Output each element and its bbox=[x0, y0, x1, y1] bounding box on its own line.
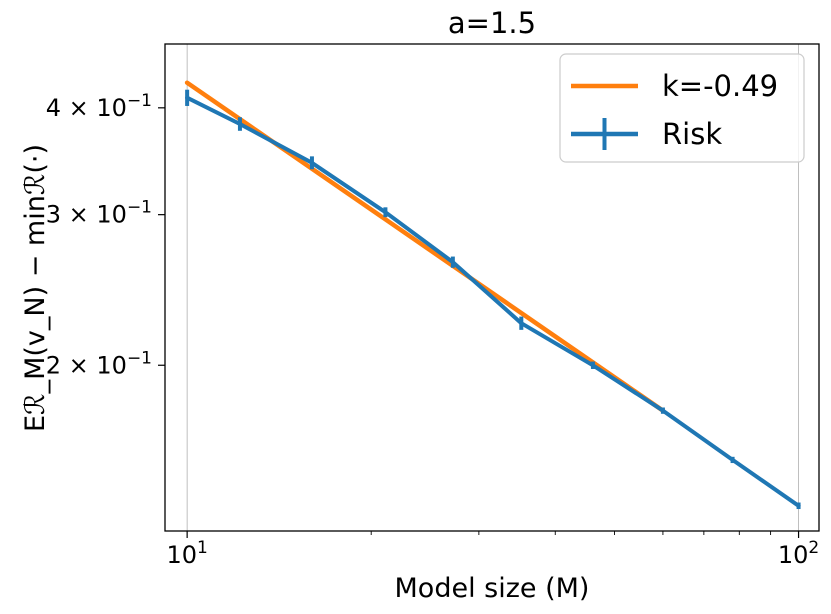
chart-title: a=1.5 bbox=[448, 6, 536, 40]
y-tick-label-0: 4 × 10−1 bbox=[46, 91, 152, 122]
y-tick-label-1: 3 × 10−1 bbox=[46, 198, 152, 229]
legend: k=-0.49 Risk bbox=[559, 53, 805, 163]
x-axis-label: Model size (M) bbox=[395, 573, 590, 604]
plot-frame bbox=[164, 43, 820, 532]
legend-label-fit: k=-0.49 bbox=[662, 69, 778, 103]
x-tick-label-0: 101 bbox=[166, 538, 207, 569]
legend-label-risk: Risk bbox=[662, 117, 722, 151]
y-tick-label-2: 2 × 10−1 bbox=[46, 348, 152, 379]
risk-line bbox=[185, 95, 801, 508]
x-tick-label-1: 102 bbox=[778, 538, 819, 569]
y-axis-label: Eℛ_M(v_N) − minℛ(·) bbox=[20, 144, 51, 432]
